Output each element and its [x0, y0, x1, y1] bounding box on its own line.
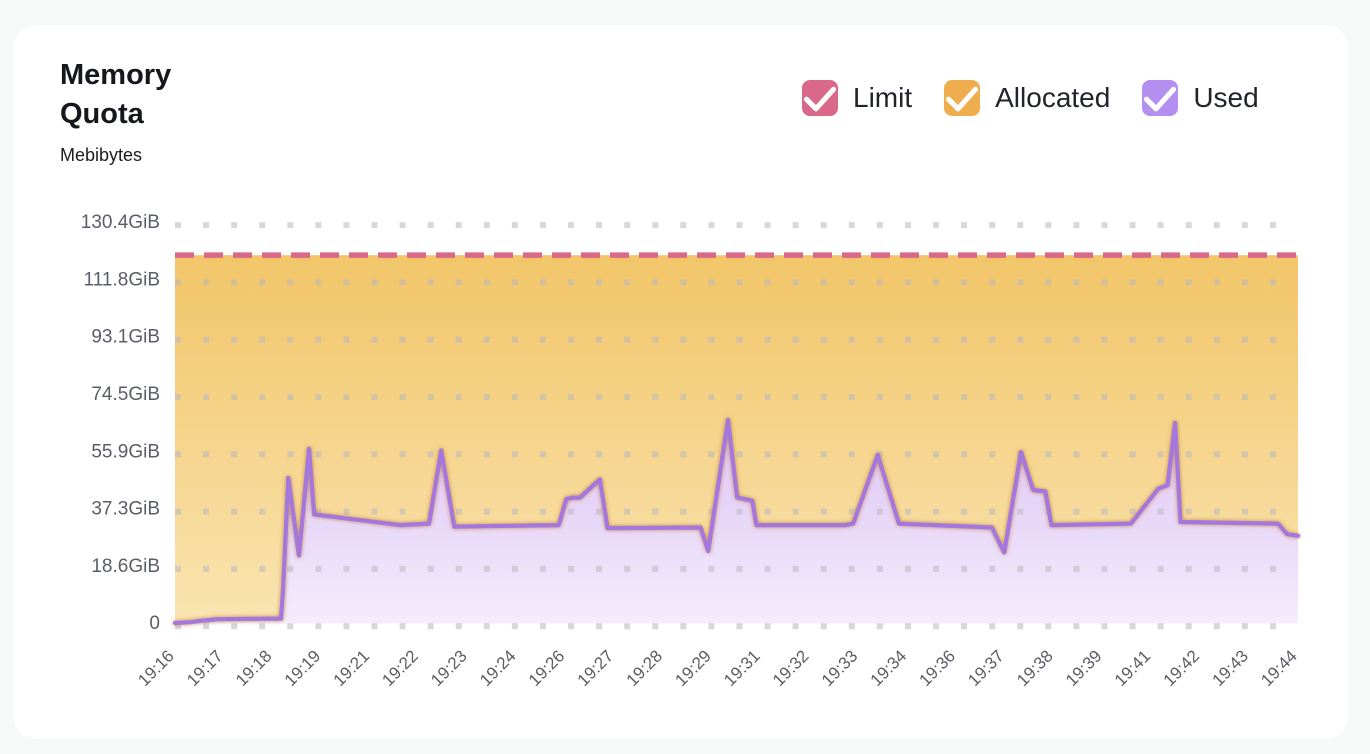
svg-text:19:26: 19:26: [525, 646, 569, 690]
svg-text:19:32: 19:32: [769, 646, 813, 690]
svg-text:19:17: 19:17: [183, 646, 227, 690]
svg-text:19:19: 19:19: [281, 646, 325, 690]
svg-text:19:39: 19:39: [1062, 646, 1106, 690]
svg-text:93.1GiB: 93.1GiB: [91, 327, 160, 348]
svg-text:19:44: 19:44: [1257, 646, 1301, 690]
svg-text:19:42: 19:42: [1160, 646, 1204, 690]
svg-text:19:43: 19:43: [1209, 646, 1253, 690]
svg-text:19:16: 19:16: [134, 646, 178, 690]
svg-text:130.4GiB: 130.4GiB: [81, 212, 160, 233]
svg-text:19:22: 19:22: [378, 646, 422, 690]
svg-text:19:21: 19:21: [330, 646, 374, 690]
svg-text:19:37: 19:37: [964, 646, 1008, 690]
svg-text:37.3GiB: 37.3GiB: [91, 499, 160, 520]
svg-text:19:27: 19:27: [574, 646, 618, 690]
svg-text:19:24: 19:24: [476, 646, 520, 690]
svg-text:19:29: 19:29: [671, 646, 715, 690]
svg-text:19:38: 19:38: [1013, 646, 1057, 690]
svg-text:19:23: 19:23: [427, 646, 471, 690]
svg-text:111.8GiB: 111.8GiB: [84, 269, 160, 290]
svg-text:18.6GiB: 18.6GiB: [91, 556, 160, 577]
svg-text:0: 0: [149, 613, 160, 634]
svg-text:19:41: 19:41: [1111, 646, 1155, 690]
svg-text:74.5GiB: 74.5GiB: [91, 384, 160, 405]
svg-text:19:33: 19:33: [818, 646, 862, 690]
svg-text:19:34: 19:34: [867, 646, 911, 690]
svg-text:19:36: 19:36: [916, 646, 960, 690]
svg-text:19:18: 19:18: [232, 646, 276, 690]
svg-text:19:31: 19:31: [720, 646, 764, 690]
svg-text:55.9GiB: 55.9GiB: [91, 441, 160, 462]
svg-text:19:28: 19:28: [623, 646, 667, 690]
